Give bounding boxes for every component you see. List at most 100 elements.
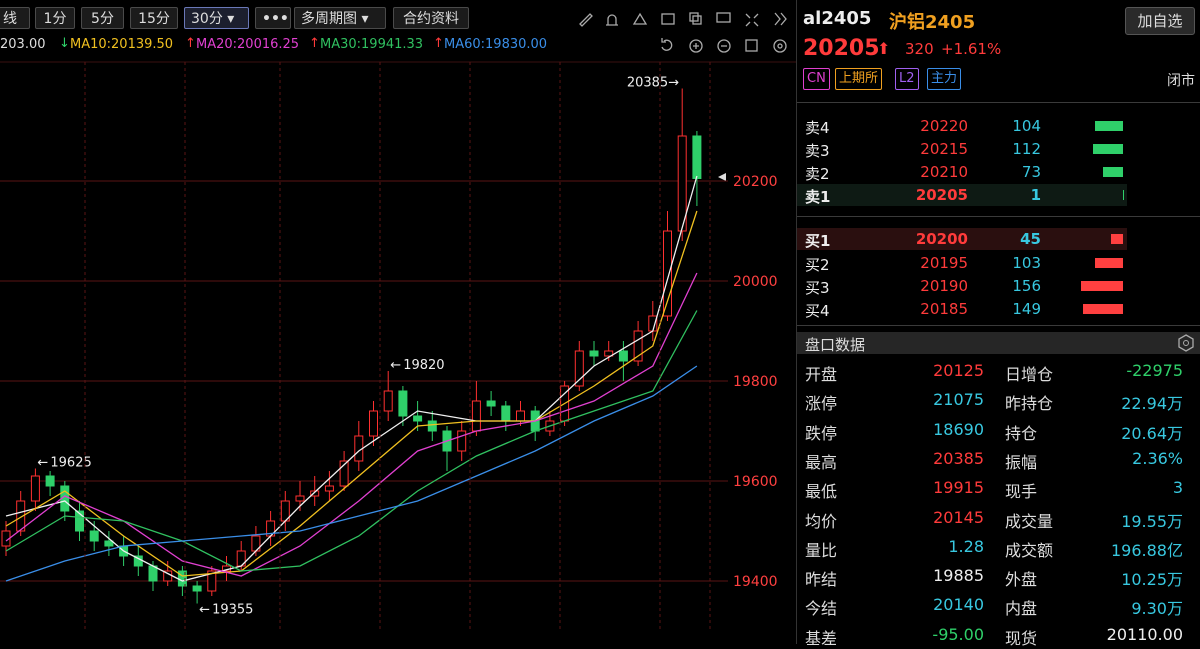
icon-snapshot[interactable] [662,14,674,24]
add-watchlist-button[interactable]: 加自选 [1125,7,1195,35]
level-price: 20215 [920,140,968,158]
toolbar-button[interactable]: 30分 ▾ [184,7,249,29]
volume-bar [1103,167,1123,177]
stat-value: -22975 [1126,361,1183,380]
level-price: 20200 [916,230,968,248]
dropdown-arrow: ▾ [223,11,234,27]
level-price: 20205 [916,186,968,204]
candle-body [428,421,436,431]
stat-value: 20145 [933,508,984,527]
stat-label: 持仓 [1005,420,1037,444]
contract-name: 沪铝2405 [889,8,975,34]
stat-label: 最高 [805,449,837,473]
change: 320 [905,40,934,58]
level-label: 卖3 [805,140,830,161]
level-price: 20185 [920,300,968,318]
extreme-arrow: → [668,76,679,91]
candle-body [149,566,157,581]
stats-settings-icon[interactable] [1177,334,1195,352]
icon-copy-2 [693,16,701,24]
ma-arrow: ↓ [59,36,70,51]
extreme-label: 19625 [50,456,91,471]
stat-value: 20385 [933,449,984,468]
candle-body [664,231,672,316]
y-tick-label: 20200 [733,174,778,190]
volume-bar [1081,281,1123,291]
toolbar-button[interactable]: 1分 [35,7,75,29]
icon-draw[interactable] [580,14,592,26]
y-tick-label: 19800 [733,374,778,390]
candle-body [414,416,422,421]
tag: 上期所 [835,68,882,90]
candle-body [384,391,392,411]
level-label: 卖2 [805,163,830,184]
icon-screen[interactable] [717,13,730,22]
toolbar-button[interactable]: 多周期图 ▾ [294,7,386,29]
stat-label: 现手 [1005,478,1037,502]
level-volume: 45 [1020,230,1041,248]
stat-value: 19.55万 [1121,508,1183,532]
level-label: 卖4 [805,117,830,138]
ma-line [6,311,697,572]
ma-legend-item: MA10:20139.50 [70,37,173,52]
extreme-arrow: ← [37,456,48,471]
level-volume: 1 [1031,186,1041,204]
level-label: 买3 [805,277,830,298]
icon-mark[interactable] [634,14,646,24]
icon-collapse[interactable] [775,13,786,25]
candle-body [46,476,54,486]
candle-body [193,586,201,591]
level-price: 20210 [920,163,968,181]
up-arrow: ⬆ [877,39,890,58]
stat-label: 昨结 [805,566,837,590]
volume-bar [1111,234,1123,244]
icon-undo[interactable] [662,38,672,50]
toolbar-button[interactable]: 线 [0,7,30,29]
level-price: 20220 [920,117,968,135]
stat-value: 196.88亿 [1111,537,1183,561]
stat-label: 现货 [1005,625,1037,649]
dropdown-arrow: ▾ [357,11,368,27]
icon-alert[interactable] [606,15,618,25]
icon-layout[interactable] [746,40,757,51]
extreme-arrow: ← [390,358,401,373]
candle-body [517,411,525,421]
last-price: 20205 [803,36,880,61]
level-label: 买1 [805,230,830,251]
ma-legend-item: MA20:20016.25 [196,37,299,52]
ma-legend-item: 203.00 [0,37,46,52]
candle-body [575,351,583,386]
toolbar-button[interactable]: 合约资料 [393,7,469,29]
candle-body [693,136,701,179]
toolbar-button[interactable]: 5分 [81,7,124,29]
icon-expand[interactable] [746,14,758,26]
candle-body [296,496,304,501]
icon-settings[interactable] [774,40,786,52]
more-button[interactable]: ••• [255,7,291,29]
ma-arrow: ↑ [433,36,444,51]
stat-value: 10.25万 [1121,566,1183,590]
stat-value: 20140 [933,595,984,614]
level-label: 卖1 [805,186,830,207]
level-volume: 156 [1012,277,1041,295]
level-volume: 104 [1012,117,1041,135]
icon-copy[interactable] [690,13,698,21]
stat-value: 3 [1173,478,1183,497]
candle-body [590,351,598,356]
separator [797,102,1200,103]
level-volume: 103 [1012,254,1041,272]
stat-label: 最低 [805,478,837,502]
time-dividers [85,62,710,632]
change-pct: +1.61% [941,40,1001,58]
extreme-label: 19820 [403,358,444,373]
stat-label: 今结 [805,595,837,619]
volume-bar [1095,121,1123,131]
toolbar-button[interactable]: 15分 [130,7,178,29]
ma-arrow: ↑ [309,36,320,51]
tag: CN [803,68,830,90]
stat-label: 基差 [805,625,837,649]
ma-legend-item: MA30:19941.33 [320,37,423,52]
volume-bar [1083,304,1123,314]
stat-value: 20.64万 [1121,420,1183,444]
